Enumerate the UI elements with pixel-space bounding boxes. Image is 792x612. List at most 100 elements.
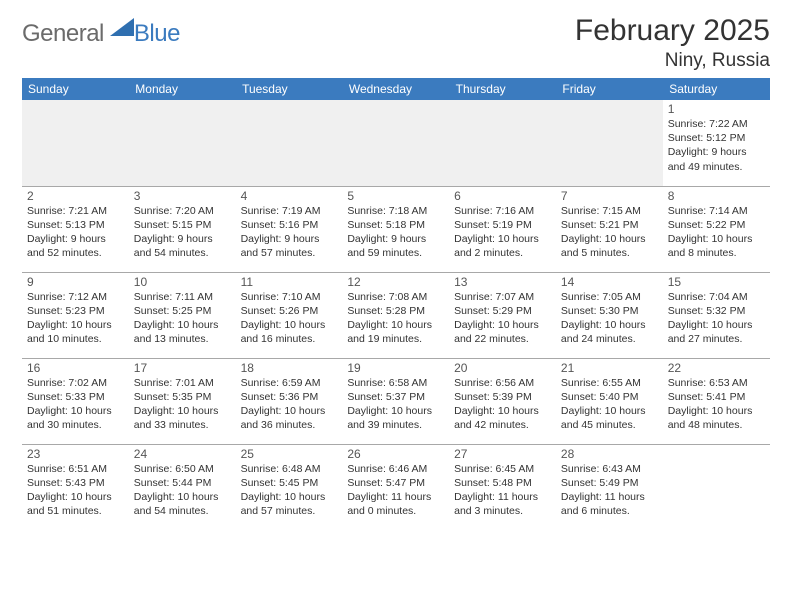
calendar-day-cell: 4Sunrise: 7:19 AMSunset: 5:16 PMDaylight… [236, 186, 343, 272]
day-details: Sunrise: 6:51 AMSunset: 5:43 PMDaylight:… [27, 462, 124, 519]
calendar-week-row: 16Sunrise: 7:02 AMSunset: 5:33 PMDayligh… [22, 358, 770, 444]
day-details: Sunrise: 6:56 AMSunset: 5:39 PMDaylight:… [454, 376, 551, 433]
calendar-day-cell: 24Sunrise: 6:50 AMSunset: 5:44 PMDayligh… [129, 444, 236, 530]
day-details: Sunrise: 6:45 AMSunset: 5:48 PMDaylight:… [454, 462, 551, 519]
day-details: Sunrise: 7:10 AMSunset: 5:26 PMDaylight:… [241, 290, 338, 347]
day-number: 5 [347, 189, 444, 203]
day-details: Sunrise: 7:02 AMSunset: 5:33 PMDaylight:… [27, 376, 124, 433]
calendar-table: SundayMondayTuesdayWednesdayThursdayFrid… [22, 78, 770, 530]
day-number: 8 [668, 189, 765, 203]
calendar-day-cell: 12Sunrise: 7:08 AMSunset: 5:28 PMDayligh… [342, 272, 449, 358]
weekday-header: Tuesday [236, 78, 343, 100]
calendar-day-cell: 28Sunrise: 6:43 AMSunset: 5:49 PMDayligh… [556, 444, 663, 530]
calendar-week-row: 23Sunrise: 6:51 AMSunset: 5:43 PMDayligh… [22, 444, 770, 530]
day-details: Sunrise: 7:14 AMSunset: 5:22 PMDaylight:… [668, 204, 765, 261]
day-details: Sunrise: 7:19 AMSunset: 5:16 PMDaylight:… [241, 204, 338, 261]
day-number: 3 [134, 189, 231, 203]
day-details: Sunrise: 7:15 AMSunset: 5:21 PMDaylight:… [561, 204, 658, 261]
day-number: 9 [27, 275, 124, 289]
day-details: Sunrise: 6:46 AMSunset: 5:47 PMDaylight:… [347, 462, 444, 519]
calendar-day-cell: 7Sunrise: 7:15 AMSunset: 5:21 PMDaylight… [556, 186, 663, 272]
calendar-header-row: SundayMondayTuesdayWednesdayThursdayFrid… [22, 78, 770, 100]
day-number: 25 [241, 447, 338, 461]
day-details: Sunrise: 6:58 AMSunset: 5:37 PMDaylight:… [347, 376, 444, 433]
day-details: Sunrise: 6:48 AMSunset: 5:45 PMDaylight:… [241, 462, 338, 519]
weekday-header: Saturday [663, 78, 770, 100]
calendar-day-cell: 15Sunrise: 7:04 AMSunset: 5:32 PMDayligh… [663, 272, 770, 358]
day-details: Sunrise: 7:18 AMSunset: 5:18 PMDaylight:… [347, 204, 444, 261]
logo-triangle-icon [110, 18, 134, 41]
day-details: Sunrise: 7:16 AMSunset: 5:19 PMDaylight:… [454, 204, 551, 261]
calendar-day-cell: 5Sunrise: 7:18 AMSunset: 5:18 PMDaylight… [342, 186, 449, 272]
day-number: 21 [561, 361, 658, 375]
logo-text-general: General [22, 20, 104, 48]
day-details: Sunrise: 7:12 AMSunset: 5:23 PMDaylight:… [27, 290, 124, 347]
day-number: 27 [454, 447, 551, 461]
day-number: 14 [561, 275, 658, 289]
calendar-day-cell [449, 100, 556, 186]
calendar-day-cell: 11Sunrise: 7:10 AMSunset: 5:26 PMDayligh… [236, 272, 343, 358]
calendar-day-cell [342, 100, 449, 186]
logo: General Blue [22, 18, 180, 49]
calendar-week-row: 9Sunrise: 7:12 AMSunset: 5:23 PMDaylight… [22, 272, 770, 358]
calendar-day-cell: 6Sunrise: 7:16 AMSunset: 5:19 PMDaylight… [449, 186, 556, 272]
day-number: 12 [347, 275, 444, 289]
header: General Blue February 2025 Niny, Russia [22, 14, 770, 72]
day-details: Sunrise: 7:08 AMSunset: 5:28 PMDaylight:… [347, 290, 444, 347]
day-number: 28 [561, 447, 658, 461]
day-details: Sunrise: 7:04 AMSunset: 5:32 PMDaylight:… [668, 290, 765, 347]
day-details: Sunrise: 7:05 AMSunset: 5:30 PMDaylight:… [561, 290, 658, 347]
calendar-day-cell: 14Sunrise: 7:05 AMSunset: 5:30 PMDayligh… [556, 272, 663, 358]
calendar-day-cell: 16Sunrise: 7:02 AMSunset: 5:33 PMDayligh… [22, 358, 129, 444]
day-number: 2 [27, 189, 124, 203]
day-number: 1 [668, 102, 765, 116]
calendar-day-cell [663, 444, 770, 530]
calendar-day-cell: 25Sunrise: 6:48 AMSunset: 5:45 PMDayligh… [236, 444, 343, 530]
day-details: Sunrise: 6:59 AMSunset: 5:36 PMDaylight:… [241, 376, 338, 433]
calendar-day-cell: 13Sunrise: 7:07 AMSunset: 5:29 PMDayligh… [449, 272, 556, 358]
day-number: 7 [561, 189, 658, 203]
calendar-day-cell: 3Sunrise: 7:20 AMSunset: 5:15 PMDaylight… [129, 186, 236, 272]
day-number: 17 [134, 361, 231, 375]
day-number: 16 [27, 361, 124, 375]
weekday-header: Monday [129, 78, 236, 100]
calendar-day-cell: 26Sunrise: 6:46 AMSunset: 5:47 PMDayligh… [342, 444, 449, 530]
day-details: Sunrise: 6:50 AMSunset: 5:44 PMDaylight:… [134, 462, 231, 519]
day-number: 26 [347, 447, 444, 461]
day-details: Sunrise: 7:20 AMSunset: 5:15 PMDaylight:… [134, 204, 231, 261]
calendar-day-cell: 2Sunrise: 7:21 AMSunset: 5:13 PMDaylight… [22, 186, 129, 272]
day-number: 22 [668, 361, 765, 375]
day-number: 13 [454, 275, 551, 289]
calendar-day-cell [22, 100, 129, 186]
day-details: Sunrise: 6:55 AMSunset: 5:40 PMDaylight:… [561, 376, 658, 433]
calendar-day-cell [556, 100, 663, 186]
calendar-day-cell: 18Sunrise: 6:59 AMSunset: 5:36 PMDayligh… [236, 358, 343, 444]
day-details: Sunrise: 6:43 AMSunset: 5:49 PMDaylight:… [561, 462, 658, 519]
title-block: February 2025 Niny, Russia [575, 14, 770, 72]
day-details: Sunrise: 7:11 AMSunset: 5:25 PMDaylight:… [134, 290, 231, 347]
day-number: 23 [27, 447, 124, 461]
calendar-week-row: 1Sunrise: 7:22 AMSunset: 5:12 PMDaylight… [22, 100, 770, 186]
day-number: 24 [134, 447, 231, 461]
calendar-day-cell: 23Sunrise: 6:51 AMSunset: 5:43 PMDayligh… [22, 444, 129, 530]
day-details: Sunrise: 7:07 AMSunset: 5:29 PMDaylight:… [454, 290, 551, 347]
calendar-day-cell: 21Sunrise: 6:55 AMSunset: 5:40 PMDayligh… [556, 358, 663, 444]
month-title: February 2025 [575, 14, 770, 48]
day-number: 20 [454, 361, 551, 375]
calendar-day-cell [129, 100, 236, 186]
location: Niny, Russia [575, 50, 770, 72]
calendar-day-cell: 19Sunrise: 6:58 AMSunset: 5:37 PMDayligh… [342, 358, 449, 444]
day-number: 6 [454, 189, 551, 203]
logo-text-blue: Blue [134, 20, 180, 48]
day-details: Sunrise: 6:53 AMSunset: 5:41 PMDaylight:… [668, 376, 765, 433]
weekday-header: Thursday [449, 78, 556, 100]
calendar-day-cell: 20Sunrise: 6:56 AMSunset: 5:39 PMDayligh… [449, 358, 556, 444]
day-number: 10 [134, 275, 231, 289]
calendar-day-cell: 1Sunrise: 7:22 AMSunset: 5:12 PMDaylight… [663, 100, 770, 186]
day-number: 11 [241, 275, 338, 289]
calendar-day-cell: 22Sunrise: 6:53 AMSunset: 5:41 PMDayligh… [663, 358, 770, 444]
calendar-day-cell: 10Sunrise: 7:11 AMSunset: 5:25 PMDayligh… [129, 272, 236, 358]
day-number: 19 [347, 361, 444, 375]
calendar-day-cell: 17Sunrise: 7:01 AMSunset: 5:35 PMDayligh… [129, 358, 236, 444]
calendar-day-cell: 9Sunrise: 7:12 AMSunset: 5:23 PMDaylight… [22, 272, 129, 358]
